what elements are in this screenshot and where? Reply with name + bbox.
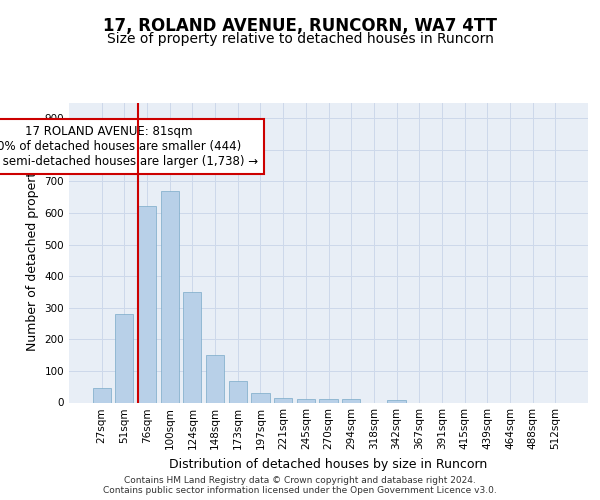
- Text: 17 ROLAND AVENUE: 81sqm
← 20% of detached houses are smaller (444)
78% of semi-d: 17 ROLAND AVENUE: 81sqm ← 20% of detache…: [0, 124, 259, 168]
- Text: Size of property relative to detached houses in Runcorn: Size of property relative to detached ho…: [107, 32, 493, 46]
- Y-axis label: Number of detached properties: Number of detached properties: [26, 154, 39, 351]
- Bar: [274, 398, 292, 402]
- Bar: [92, 388, 111, 402]
- Bar: [319, 398, 338, 402]
- Bar: [206, 355, 224, 403]
- Text: Contains HM Land Registry data © Crown copyright and database right 2024.
Contai: Contains HM Land Registry data © Crown c…: [103, 476, 497, 495]
- X-axis label: Distribution of detached houses by size in Runcorn: Distribution of detached houses by size …: [169, 458, 488, 471]
- Bar: [297, 398, 315, 402]
- Bar: [115, 314, 133, 402]
- Bar: [388, 400, 406, 402]
- Bar: [184, 292, 202, 403]
- Bar: [138, 206, 156, 402]
- Bar: [229, 381, 247, 402]
- Bar: [251, 393, 269, 402]
- Bar: [342, 400, 360, 402]
- Text: 17, ROLAND AVENUE, RUNCORN, WA7 4TT: 17, ROLAND AVENUE, RUNCORN, WA7 4TT: [103, 18, 497, 36]
- Bar: [161, 191, 179, 402]
